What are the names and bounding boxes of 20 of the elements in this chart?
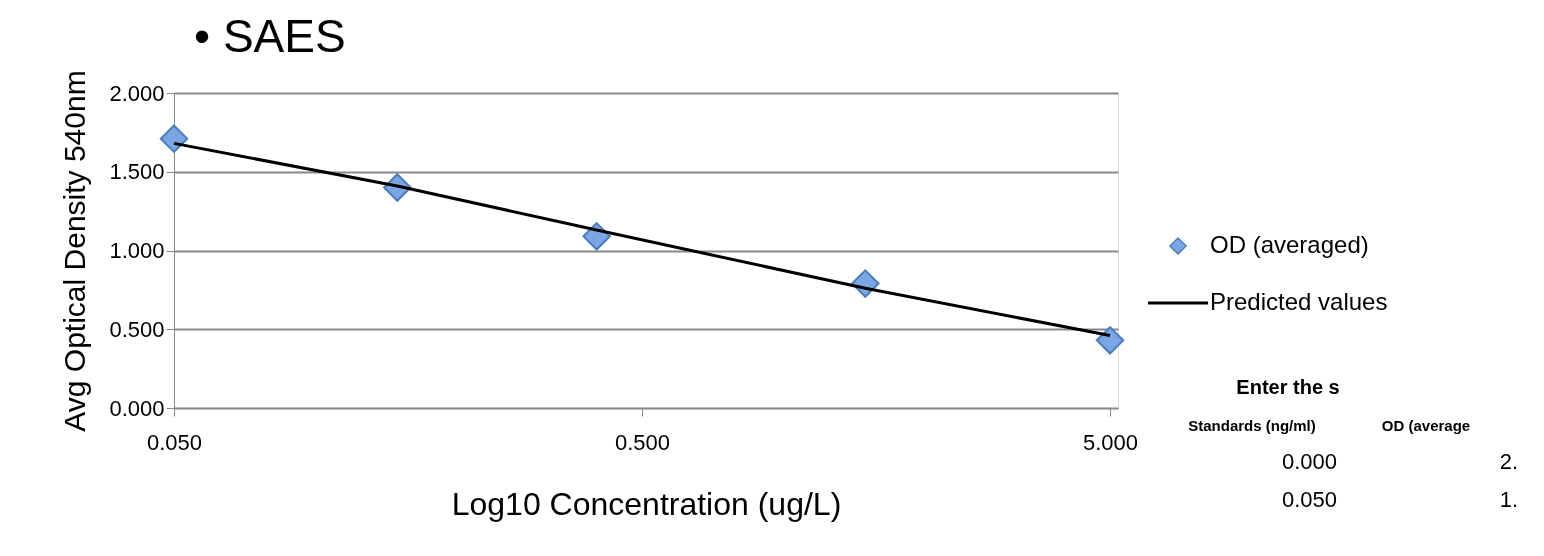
text: OD (average [1381, 417, 1471, 434]
x-tick-label: 5.000 [1083, 429, 1139, 455]
y-tick-label: 1.500 [109, 159, 165, 185]
y-tick-label: 0.500 [109, 316, 165, 342]
y-tick-label: 1.000 [109, 238, 165, 263]
x-tick-label: 0.050 [146, 429, 203, 455]
text: Standards (ng/ml) [1188, 417, 1316, 434]
text: 1. [1499, 487, 1518, 512]
x-axis-title: Log10 Concentration (ug/L) [451, 485, 842, 522]
y-axis-title: Avg Optical Density 540nm [58, 70, 92, 432]
text: 2. [1499, 449, 1518, 474]
legend-label: Predicted values [1210, 288, 1388, 315]
legend-label: OD (averaged) [1210, 231, 1369, 258]
chart-title: • SAES [194, 9, 346, 62]
text: Enter the s [1236, 376, 1340, 398]
x-tick-label: 0.500 [614, 429, 671, 455]
text: 0.000 [1281, 449, 1337, 474]
text: 0.050 [1281, 487, 1337, 512]
y-tick-label: 0.000 [109, 395, 165, 421]
y-tick-label: 2.000 [109, 80, 165, 106]
